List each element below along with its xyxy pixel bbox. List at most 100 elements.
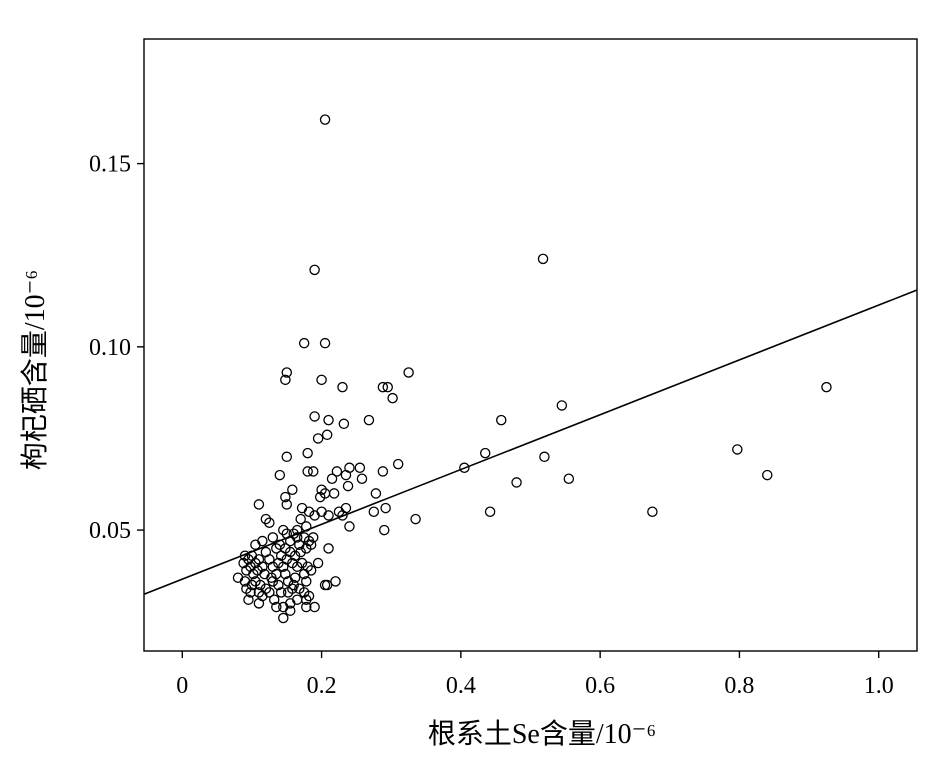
scatter-point [291,524,303,536]
scatter-point [762,469,773,481]
scatter-point [321,579,333,591]
scatter-point [319,488,331,499]
x-tick-label: 0.8 [724,673,754,699]
scatter-point [370,488,382,499]
scatter-point [264,517,275,528]
scatter-point [255,579,266,591]
scatter-point [295,513,306,525]
scatter-point [647,506,658,517]
scatter-point [563,473,575,485]
data-points [232,114,832,624]
scatter-point [331,466,343,477]
scatter-point [307,532,319,543]
scatter-point [264,587,275,598]
scatter-point [556,400,568,411]
scatter-point [253,598,265,609]
scatter-point [326,473,338,485]
scatter-point [253,587,265,598]
y-tick-label: 0.10 [89,335,131,361]
scatter-point [338,418,350,430]
axis-ticks: 0 0.2 0.4 0.6 0.8 1.0 0.05 0.10 0.15 [89,152,894,699]
scatter-point [316,374,327,386]
scatter-point [319,337,331,349]
scatter-point [356,473,368,485]
scatter-point [280,491,291,503]
scatter-point [377,381,389,393]
scatter-point [344,462,355,474]
scatter-point [382,381,393,393]
scatter-point [281,367,293,378]
scatter-point [280,374,291,386]
x-tick-label: 1.0 [864,673,894,699]
x-tick-label: 0.2 [307,673,337,699]
scatter-point [303,590,315,602]
scatter-point [301,521,312,532]
scatter-point [309,411,320,422]
scatter-point [539,451,550,463]
scatter-point [253,499,265,510]
scatter-point [312,433,324,444]
scatter-point [323,414,334,426]
scatter-point [511,477,522,488]
scatter-point [321,429,333,441]
scatter-point [821,381,832,393]
scatter-point [273,579,284,591]
scatter-point [302,447,313,459]
scatter-point [287,583,298,594]
scatter-point [337,381,348,393]
fit-line-group [143,289,918,595]
scatter-point [363,414,375,426]
scatter-point [267,532,279,543]
scatter-point [243,594,254,605]
scatter-point [316,484,327,496]
scatter-point [344,521,355,532]
scatter-point [245,587,256,598]
scatter-point [496,414,507,426]
scatter-point [484,506,496,517]
scatter-point [260,513,272,525]
scatter-point [312,557,324,569]
scatter-point [246,579,258,591]
scatter-point [537,253,549,265]
scatter-point [323,510,334,521]
scatter-point [267,576,279,587]
scatter-point [732,444,743,455]
scatter-point [301,576,312,587]
scatter-point [380,502,391,514]
scatter-point [268,594,280,605]
scatter-point [303,506,315,517]
scatter-point [377,466,389,477]
scatter-point [301,594,312,605]
scatter-point [305,565,317,576]
plot-frame [143,38,918,652]
scatter-point [342,480,354,492]
scatter-point [281,499,293,510]
scatter-point [281,451,293,463]
x-tick-label: 0.4 [446,673,476,699]
scatter-point [340,502,352,514]
y-tick-label: 0.15 [89,152,131,178]
scatter-point [239,550,251,561]
scatter-point [288,528,299,539]
x-tick-label: 0 [176,673,188,699]
scatter-point [281,554,293,565]
scatter-point [379,524,390,536]
scatter-point [319,579,331,591]
scatter-point [410,513,421,525]
scatter-point [301,601,312,613]
scatter-point [328,488,340,499]
scatter-point [392,458,404,470]
scatter-point [302,466,313,477]
scatter-point [280,568,291,580]
scatter-point [291,532,303,543]
y-axis-title: 枸杞硒含量/10⁻⁶ [19,270,51,470]
scatter-point [479,447,491,459]
scatter-point [250,539,261,550]
scatter-point [284,605,296,616]
scatter-point [387,392,398,404]
y-tick-label: 0.05 [89,518,131,544]
scatter-point [274,539,286,550]
scatter-point [309,601,320,613]
